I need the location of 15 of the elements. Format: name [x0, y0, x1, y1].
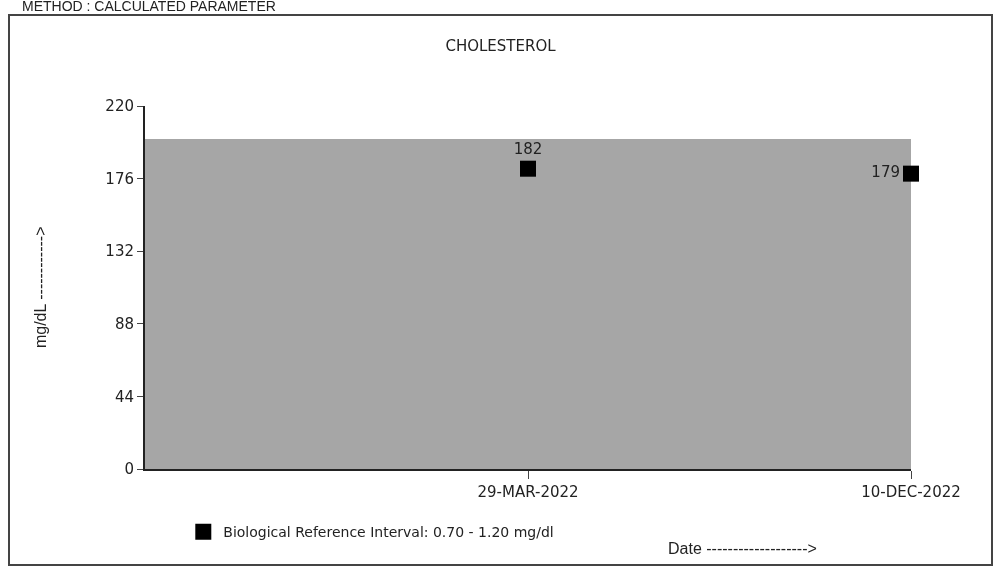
x-axis-title: Date -------------------> — [668, 540, 817, 557]
text: METHOD : CALCULATED PARAMETER — [22, 0, 276, 14]
data-label: 182 — [513, 139, 543, 158]
y-tick-label: 88 — [114, 315, 134, 334]
chart-title: CHOLESTEROL — [445, 37, 557, 56]
y-tick-label: 220 — [105, 97, 134, 116]
x-tick-label: 10-DEC-2022 — [861, 483, 961, 501]
legend-label: Biological Reference Interval: 0.70 - 1.20 mg/dl — [223, 524, 554, 541]
y-tick-label: 132 — [105, 242, 134, 261]
data-label: 179 — [871, 163, 900, 182]
y-tick-label: 176 — [105, 169, 134, 188]
y-tick-label: 0 — [124, 460, 134, 479]
y-axis-title: mg/dL ------------> — [32, 226, 50, 349]
x-tick-label: 29-MAR-2022 — [477, 483, 579, 501]
y-tick-label: 44 — [114, 387, 134, 406]
